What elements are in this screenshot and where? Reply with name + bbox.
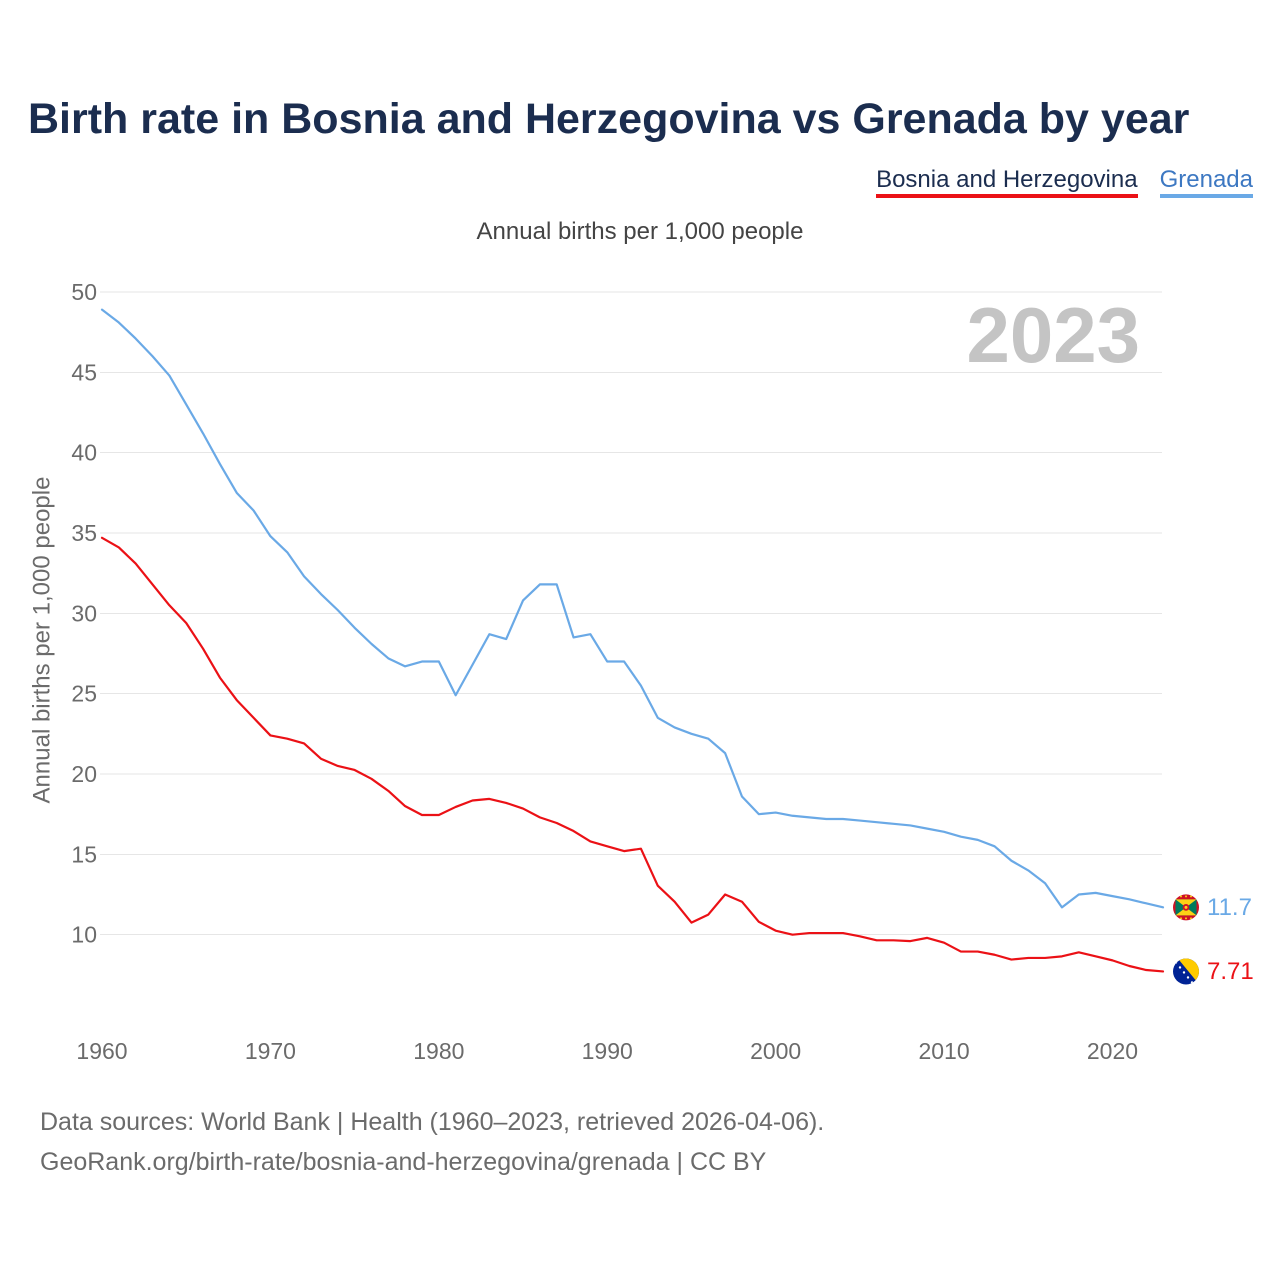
series-lines xyxy=(100,308,1165,973)
y-tick-label: 40 xyxy=(71,440,97,466)
end-marker-bosnia-and-herzegovina: 7.71 xyxy=(1173,958,1254,985)
end-marker-grenada: 11.7 xyxy=(1173,894,1252,921)
x-tick-label: 1970 xyxy=(245,1038,296,1064)
y-tick-label: 50 xyxy=(71,279,97,305)
gridlines xyxy=(100,291,1162,936)
series-line-bosnia-and-herzegovina xyxy=(100,536,1165,973)
chart-subtitle: Annual births per 1,000 people xyxy=(476,218,804,245)
y-tick-label: 15 xyxy=(71,841,97,867)
bosnia-and-herzegovina-flag-icon xyxy=(1173,958,1199,985)
end-label-bosnia-and-herzegovina: 7.71 xyxy=(1207,958,1254,985)
y-tick-label: 10 xyxy=(71,922,97,948)
y-axis-ticks: 10 15 20 25 30 35 40 45 50 xyxy=(71,279,97,948)
y-tick-label: 30 xyxy=(71,600,97,626)
end-label-grenada: 11.7 xyxy=(1207,894,1252,921)
legend: Bosnia and Herzegovina Grenada xyxy=(876,166,1253,198)
x-tick-label: 1990 xyxy=(582,1038,633,1064)
y-tick-label: 25 xyxy=(71,681,97,707)
series-line-grenada xyxy=(100,308,1165,909)
legend-item-grenada[interactable]: Grenada xyxy=(1159,166,1253,198)
legend-item-bosnia-and-herzegovina[interactable]: Bosnia and Herzegovina xyxy=(876,166,1138,198)
x-tick-label: 2020 xyxy=(1087,1038,1138,1064)
x-axis-ticks: 1960 1970 1980 1990 2000 2010 2020 xyxy=(76,1038,1138,1064)
y-axis-title: Annual births per 1,000 people xyxy=(29,477,56,804)
x-tick-label: 2000 xyxy=(750,1038,801,1064)
x-tick-label: 1960 xyxy=(76,1038,127,1064)
y-tick-label: 20 xyxy=(71,761,97,787)
footer-attribution: GeoRank.org/birth-rate/bosnia-and-herzeg… xyxy=(40,1148,767,1176)
y-tick-label: 35 xyxy=(71,520,97,546)
grenada-flag-icon xyxy=(1173,894,1199,921)
y-tick-label: 45 xyxy=(71,359,97,385)
footer-sources: Data sources: World Bank | Health (1960–… xyxy=(40,1108,825,1136)
x-tick-label: 1980 xyxy=(413,1038,464,1064)
x-tick-label: 2010 xyxy=(918,1038,969,1064)
year-annotation: 2023 xyxy=(966,291,1140,379)
chart-title: Birth rate in Bosnia and Herzegovina vs … xyxy=(28,95,1190,143)
